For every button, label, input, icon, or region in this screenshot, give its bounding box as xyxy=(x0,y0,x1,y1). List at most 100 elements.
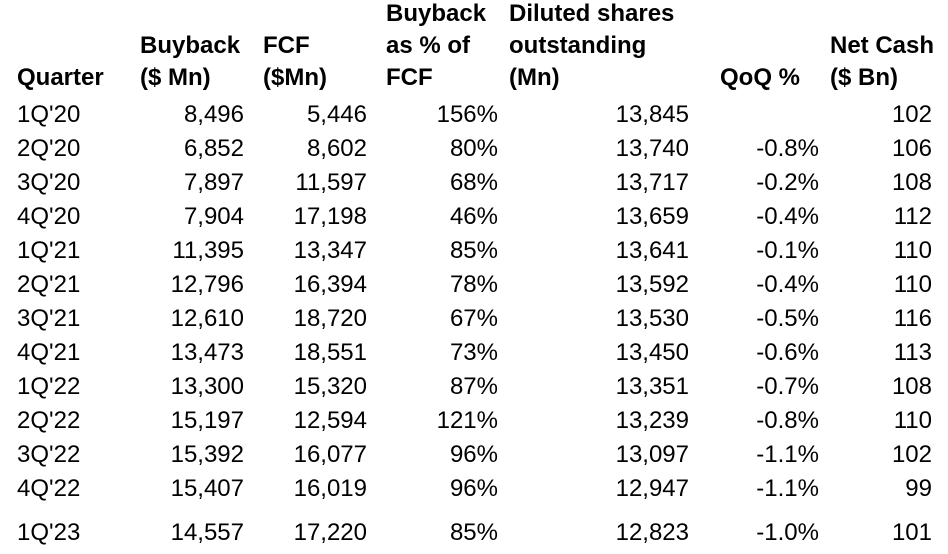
cell-buyback-pct: 156% xyxy=(436,101,498,128)
cell-qoq: -0.1% xyxy=(756,237,819,264)
cell-diluted-shares: 13,592 xyxy=(615,271,689,298)
header-diluted-shares-line: outstanding xyxy=(509,32,647,59)
cell-quarter: 3Q'21 xyxy=(17,305,81,332)
cell-quarter: 1Q'23 xyxy=(17,519,81,546)
cell-net-cash: 108 xyxy=(891,169,932,196)
cell-buyback: 7,897 xyxy=(183,169,244,196)
cell-quarter: 2Q'21 xyxy=(17,271,81,298)
cell-quarter: 4Q'20 xyxy=(17,203,81,230)
cell-net-cash: 116 xyxy=(893,305,932,332)
cell-buyback-pct: 78% xyxy=(449,271,498,298)
cell-diluted-shares: 12,947 xyxy=(615,475,689,502)
cell-diluted-shares: 13,450 xyxy=(615,339,689,366)
header-diluted-shares: Diluted shares outstanding (Mn) xyxy=(509,0,674,94)
table-row: 4Q'22 15,407 16,019 96% 12,947 -1.1% 99 xyxy=(0,472,948,506)
cell-buyback-pct: 80% xyxy=(449,135,498,162)
cell-quarter: 1Q'21 xyxy=(17,237,81,264)
header-fcf-line: FCF xyxy=(263,32,310,59)
cell-net-cash: 110 xyxy=(893,271,932,298)
cell-fcf: 17,220 xyxy=(293,519,367,546)
cell-qoq: -0.8% xyxy=(756,135,819,162)
header-buyback-pct-line: as % of xyxy=(386,32,471,59)
cell-buyback-pct: 73% xyxy=(449,339,498,366)
table-row: 4Q'20 7,904 17,198 46% 13,659 -0.4% 112 xyxy=(0,200,948,234)
table-row: 1Q'22 13,300 15,320 87% 13,351 -0.7% 108 xyxy=(0,370,948,404)
cell-net-cash: 101 xyxy=(891,519,932,546)
header-buyback-line: Buyback xyxy=(140,32,241,59)
cell-qoq xyxy=(700,98,819,132)
cell-buyback: 12,796 xyxy=(170,271,244,298)
cell-net-cash: 102 xyxy=(891,101,932,128)
header-buyback-pct-line: FCF xyxy=(386,64,433,91)
cell-fcf: 11,597 xyxy=(295,169,367,196)
cell-quarter: 4Q'22 xyxy=(17,475,81,502)
cell-qoq: -0.5% xyxy=(756,305,819,332)
cell-net-cash: 108 xyxy=(891,373,932,400)
table-row: 3Q'21 12,610 18,720 67% 13,530 -0.5% 116 xyxy=(0,302,948,336)
cell-quarter: 1Q'20 xyxy=(17,101,81,128)
cell-buyback-pct: 96% xyxy=(449,475,498,502)
cell-buyback-pct: 67% xyxy=(449,305,498,332)
cell-net-cash: 110 xyxy=(893,407,932,434)
cell-buyback: 15,197 xyxy=(170,407,244,434)
cell-fcf: 16,019 xyxy=(293,475,367,502)
cell-qoq: -0.8% xyxy=(756,407,819,434)
cell-net-cash: 112 xyxy=(893,203,932,230)
cell-buyback-pct: 85% xyxy=(449,519,498,546)
cell-net-cash: 110 xyxy=(893,237,932,264)
cell-fcf: 13,347 xyxy=(293,237,367,264)
cell-fcf: 16,394 xyxy=(293,271,367,298)
header-net-cash: Net Cash ($ Bn) xyxy=(830,30,934,94)
cell-buyback-pct: 96% xyxy=(449,441,498,468)
cell-buyback: 13,300 xyxy=(170,373,244,400)
header-net-cash-line: ($ Bn) xyxy=(830,64,898,91)
cell-buyback: 14,557 xyxy=(170,519,244,546)
cell-diluted-shares: 13,530 xyxy=(615,305,689,332)
table-row: 2Q'21 12,796 16,394 78% 13,592 -0.4% 110 xyxy=(0,268,948,302)
header-diluted-shares-line: (Mn) xyxy=(509,64,560,91)
cell-buyback-pct: 121% xyxy=(436,407,498,434)
cell-buyback-pct: 87% xyxy=(449,373,498,400)
cell-diluted-shares: 13,351 xyxy=(615,373,689,400)
cell-qoq: -0.4% xyxy=(756,203,819,230)
cell-qoq: -1.1% xyxy=(756,475,819,502)
table-row: 1Q'23 14,557 17,220 85% 12,823 -1.0% 101 xyxy=(0,516,948,550)
cell-fcf: 15,320 xyxy=(293,373,367,400)
cell-fcf: 18,720 xyxy=(293,305,367,332)
header-qoq-line: QoQ % xyxy=(720,64,801,91)
header-buyback-pct-line: Buyback xyxy=(386,0,487,27)
header-buyback: Buyback ($ Mn) xyxy=(140,30,240,94)
cell-diluted-shares: 13,239 xyxy=(615,407,689,434)
table-row: 2Q'22 15,197 12,594 121% 13,239 -0.8% 11… xyxy=(0,404,948,438)
cell-qoq: -0.4% xyxy=(756,271,819,298)
header-net-cash-line: Net Cash xyxy=(830,32,935,59)
cell-net-cash: 99 xyxy=(905,475,932,502)
cell-qoq: -0.2% xyxy=(756,169,819,196)
cell-diluted-shares: 13,097 xyxy=(615,441,689,468)
header-qoq: QoQ % xyxy=(720,62,800,94)
cell-qoq: -1.0% xyxy=(756,519,819,546)
cell-diluted-shares: 12,823 xyxy=(615,519,689,546)
cell-buyback: 8,496 xyxy=(183,101,244,128)
cell-fcf: 12,594 xyxy=(293,407,367,434)
cell-diluted-shares: 13,641 xyxy=(615,237,689,264)
table-row: 2Q'20 6,852 8,602 80% 13,740 -0.8% 106 xyxy=(0,132,948,166)
cell-buyback-pct: 68% xyxy=(449,169,498,196)
cell-diluted-shares: 13,659 xyxy=(615,203,689,230)
cell-net-cash: 113 xyxy=(893,339,932,366)
cell-buyback: 12,610 xyxy=(170,305,244,332)
table-row: 1Q'21 11,395 13,347 85% 13,641 -0.1% 110 xyxy=(0,234,948,268)
table-row: 4Q'21 13,473 18,551 73% 13,450 -0.6% 113 xyxy=(0,336,948,370)
cell-buyback: 15,407 xyxy=(170,475,244,502)
cell-buyback: 15,392 xyxy=(170,441,244,468)
header-fcf: FCF ($Mn) xyxy=(263,30,327,94)
cell-quarter: 3Q'22 xyxy=(17,441,81,468)
header-fcf-line: ($Mn) xyxy=(263,64,327,91)
header-buyback-pct: Buyback as % of FCF xyxy=(386,0,486,94)
cell-buyback: 13,473 xyxy=(170,339,244,366)
cell-buyback: 6,852 xyxy=(183,135,244,162)
header-quarter-line: Quarter xyxy=(17,64,104,91)
cell-buyback: 11,395 xyxy=(172,237,244,264)
cell-quarter: 2Q'20 xyxy=(17,135,81,162)
